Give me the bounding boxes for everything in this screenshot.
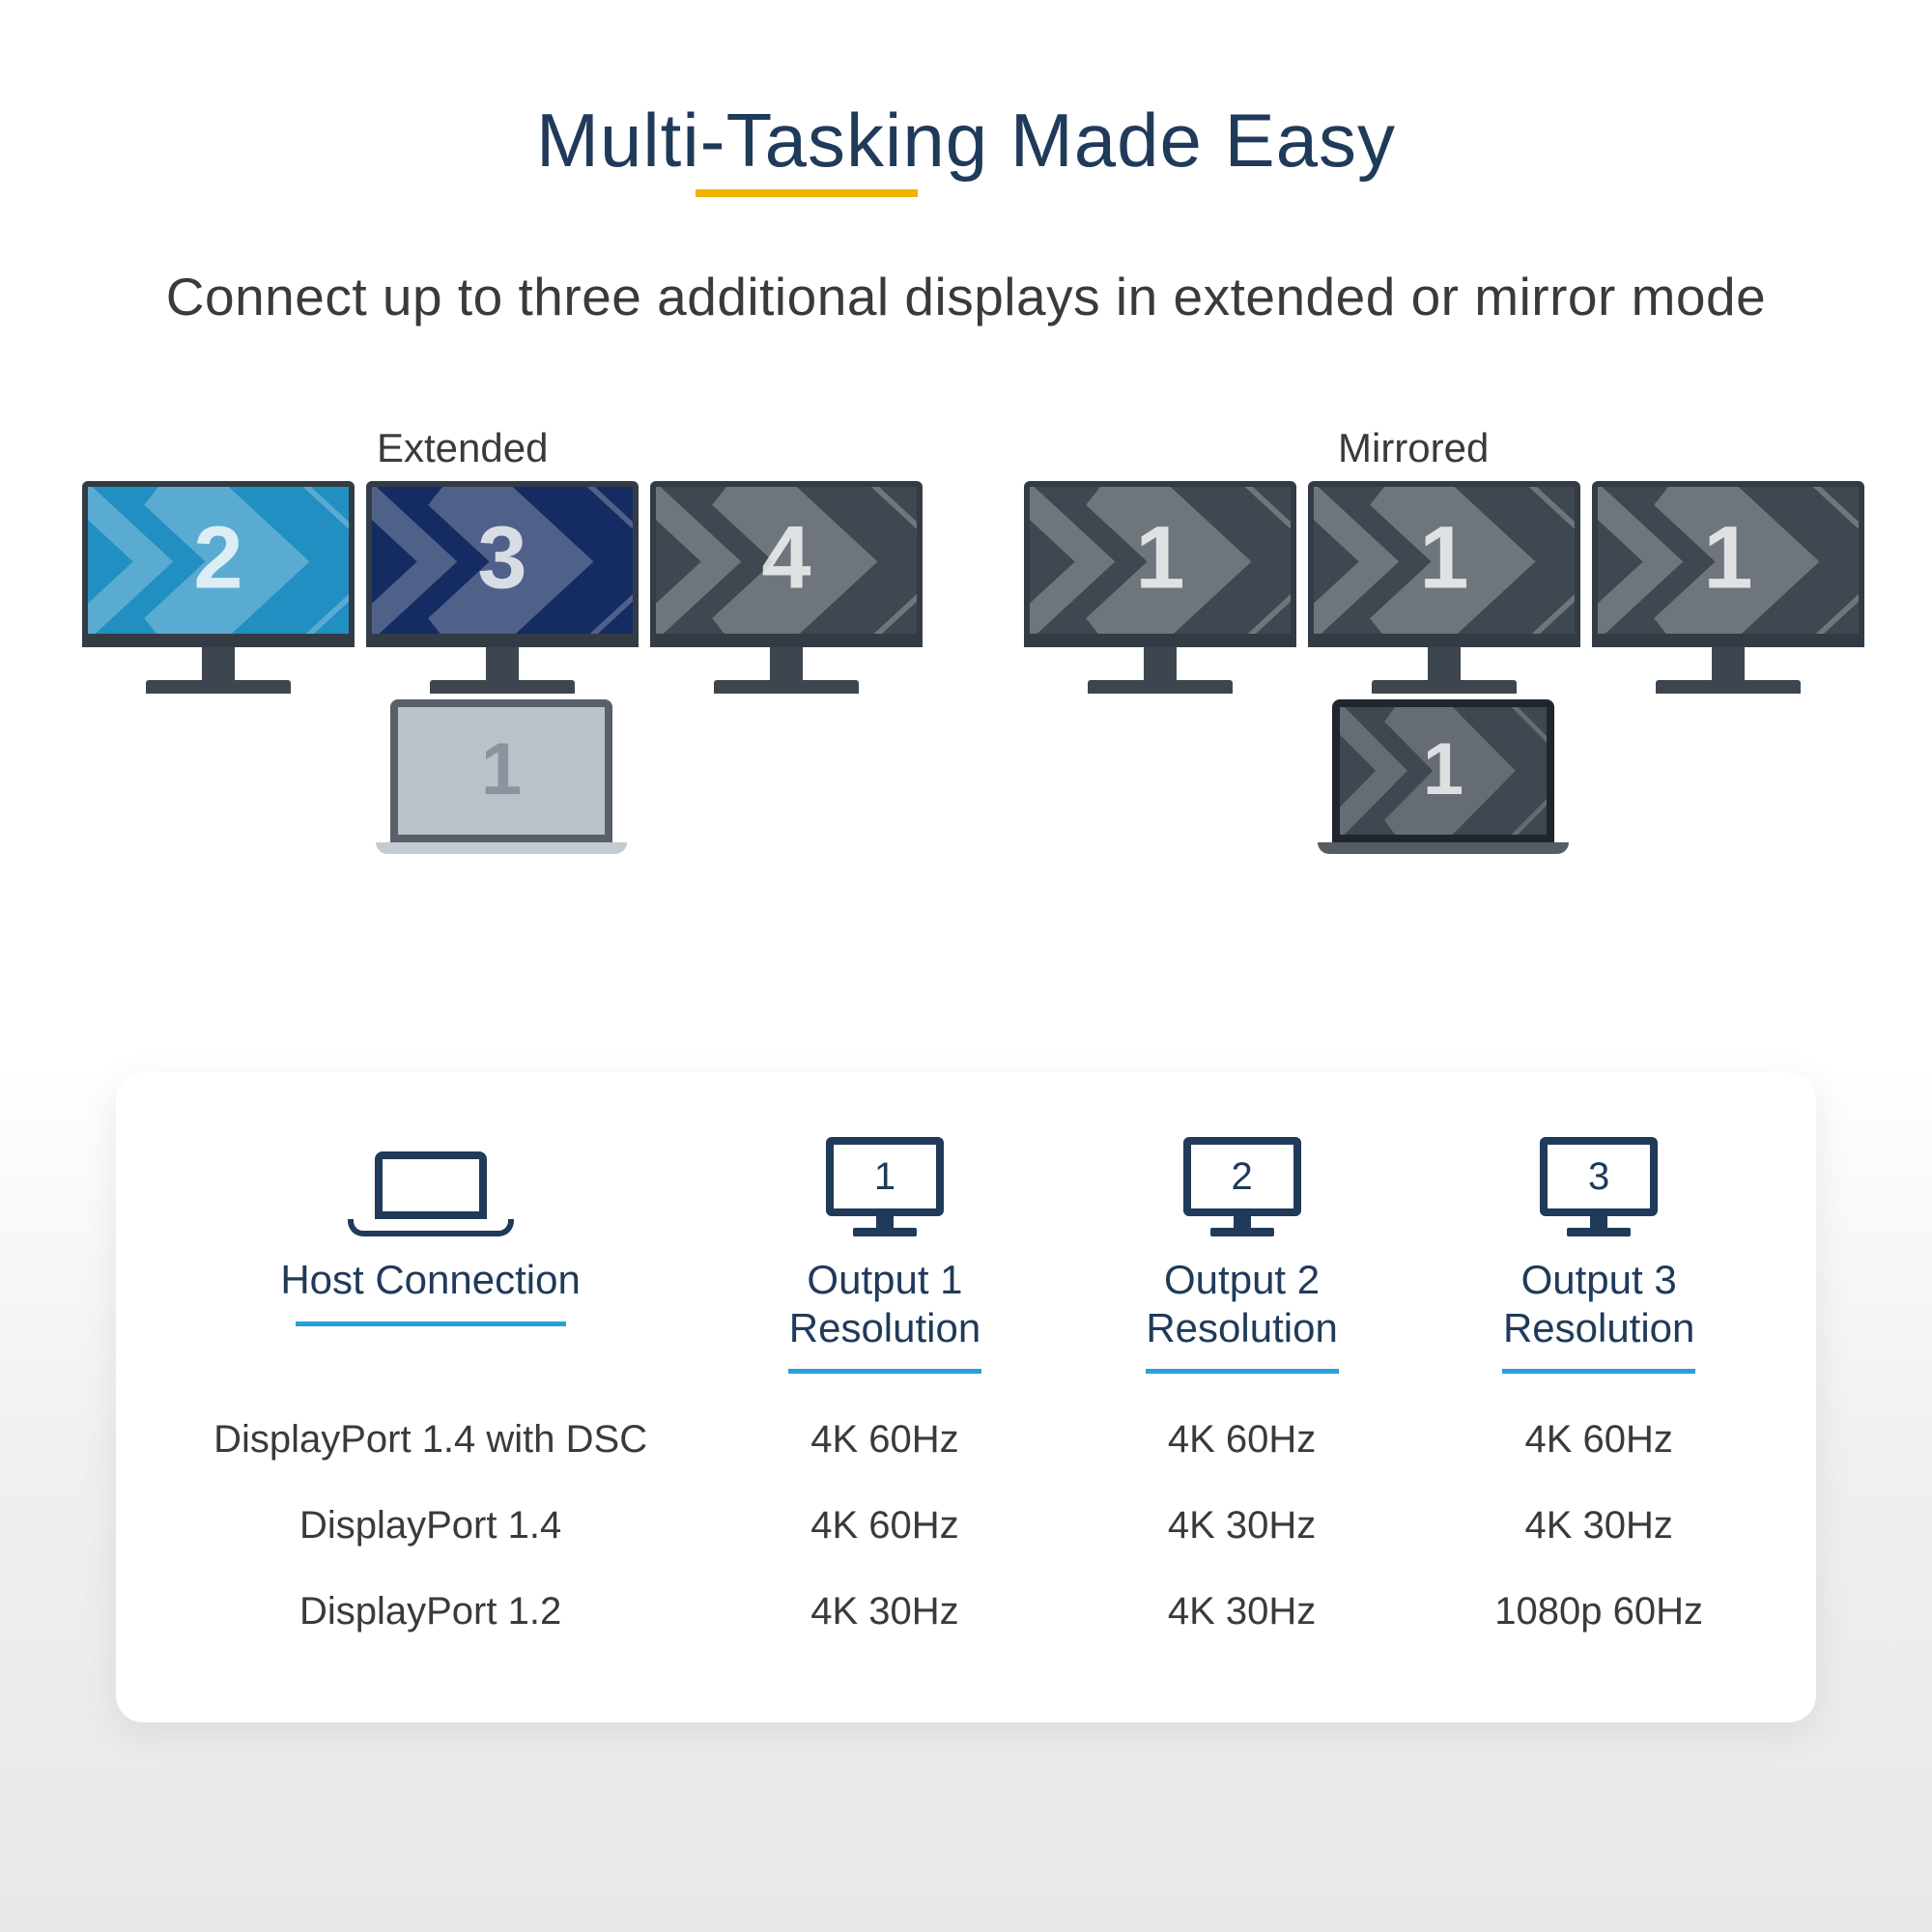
laptop-icon xyxy=(348,1151,514,1236)
laptop-ext-number: 1 xyxy=(481,727,522,811)
monitor-ext-3: 4 xyxy=(650,481,923,694)
table-cell: DisplayPort 1.4 with DSC xyxy=(155,1397,706,1483)
col-head-o2: 2 Output 2 Resolution xyxy=(1064,1130,1421,1397)
monitor-mir-2: 1 xyxy=(1308,481,1580,694)
col-title-o2: Output 2 Resolution xyxy=(1064,1256,1421,1351)
col-head-o3: 3 Output 3 Resolution xyxy=(1420,1130,1777,1397)
monitor-icon-number: 3 xyxy=(1540,1137,1658,1216)
table-cell: 4K 30Hz xyxy=(1064,1569,1421,1655)
table-cell: 4K 30Hz xyxy=(706,1569,1064,1655)
table-cell: 4K 60Hz xyxy=(1064,1397,1421,1483)
monitor-icon: 3 xyxy=(1540,1137,1658,1236)
col-title-o3: Output 3 Resolution xyxy=(1420,1256,1777,1351)
label-mirrored: Mirrored xyxy=(1338,425,1489,471)
monitor-icon-number: 1 xyxy=(826,1137,944,1216)
title-underline xyxy=(696,189,918,197)
label-extended: Extended xyxy=(377,425,548,471)
table-cell: 4K 60Hz xyxy=(706,1483,1064,1569)
monitor-icon: 1 xyxy=(826,1137,944,1236)
monitor-mir-1-number: 1 xyxy=(1135,507,1184,609)
laptop-mir: 1 xyxy=(1318,699,1569,854)
table-cell: DisplayPort 1.2 xyxy=(155,1569,706,1655)
monitor-mir-3: 1 xyxy=(1592,481,1864,694)
col-title-host: Host Connection xyxy=(155,1256,706,1304)
table-cell: 4K 60Hz xyxy=(706,1397,1064,1483)
monitor-ext-3-number: 4 xyxy=(761,507,810,609)
table-cell: 1080p 60Hz xyxy=(1420,1569,1777,1655)
monitor-icon: 2 xyxy=(1183,1137,1301,1236)
subtitle: Connect up to three additional displays … xyxy=(0,266,1932,327)
table-cell: 4K 30Hz xyxy=(1064,1483,1421,1569)
table-cell: 4K 30Hz xyxy=(1420,1483,1777,1569)
table-cell: 4K 60Hz xyxy=(1420,1397,1777,1483)
monitor-mir-3-number: 1 xyxy=(1703,507,1752,609)
title-block: Multi-Tasking Made Easy xyxy=(0,97,1932,202)
monitor-ext-2-number: 3 xyxy=(477,507,526,609)
monitor-ext-1-number: 2 xyxy=(193,507,242,609)
laptop-ext: 1 xyxy=(376,699,627,854)
col-head-o1: 1 Output 1 Resolution xyxy=(706,1130,1064,1397)
page-title: Multi-Tasking Made Easy xyxy=(0,97,1932,185)
monitor-ext-2: 3 xyxy=(366,481,639,694)
table-cell: DisplayPort 1.4 xyxy=(155,1483,706,1569)
resolution-card: Host Connection 1 Output 1 Resolution 2 … xyxy=(116,1072,1816,1722)
col-title-o1: Output 1 Resolution xyxy=(706,1256,1064,1351)
monitor-ext-1: 2 xyxy=(82,481,355,694)
col-head-host: Host Connection xyxy=(155,1130,706,1397)
monitor-mir-1: 1 xyxy=(1024,481,1296,694)
monitor-mir-2-number: 1 xyxy=(1419,507,1468,609)
monitor-icon-number: 2 xyxy=(1183,1137,1301,1216)
laptop-mir-number: 1 xyxy=(1423,727,1463,811)
